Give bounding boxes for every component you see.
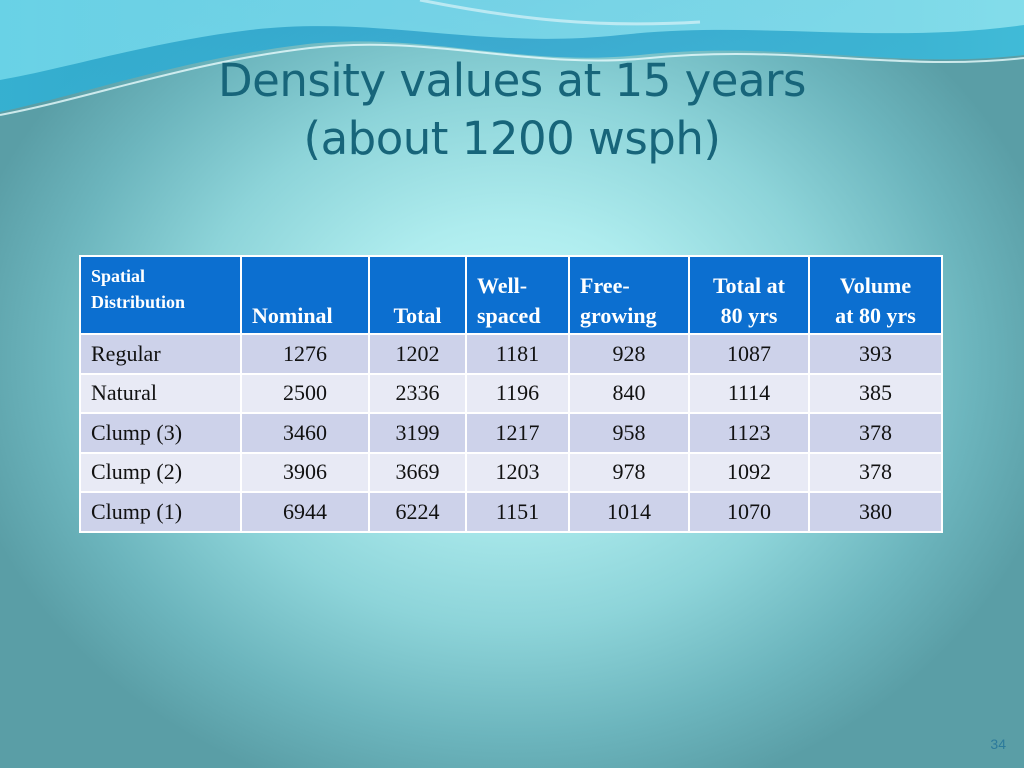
cell-total: 6224	[368, 491, 467, 533]
header-total-at-80: Total at 80 yrs	[688, 255, 810, 335]
cell-total-at-80: 1087	[688, 333, 810, 375]
header-total: Total	[368, 255, 467, 335]
title-line-2: (about 1200 wsph)	[303, 112, 721, 165]
cell-well-spaced: 1151	[465, 491, 570, 533]
table-row: Regular 1276 1202 1181 928 1087 393	[79, 333, 943, 375]
cell-free-growing: 958	[568, 412, 690, 454]
cell-nominal: 3460	[240, 412, 370, 454]
cell-total: 2336	[368, 372, 467, 414]
cell-free-growing: 1014	[568, 491, 690, 533]
cell-distribution: Clump (1)	[79, 491, 242, 533]
cell-nominal: 2500	[240, 372, 370, 414]
cell-free-growing: 840	[568, 372, 690, 414]
cell-well-spaced: 1181	[465, 333, 570, 375]
cell-total: 3199	[368, 412, 467, 454]
table-row: Clump (2) 3906 3669 1203 978 1092 378	[79, 451, 943, 493]
cell-distribution: Clump (2)	[79, 451, 242, 493]
header-nominal: Nominal	[240, 255, 370, 335]
cell-free-growing: 978	[568, 451, 690, 493]
cell-nominal: 6944	[240, 491, 370, 533]
cell-total-at-80: 1092	[688, 451, 810, 493]
cell-total-at-80: 1123	[688, 412, 810, 454]
density-table: Spatial Distribution Nominal Total Well-s…	[79, 255, 943, 533]
cell-free-growing: 928	[568, 333, 690, 375]
cell-volume-at-80: 393	[808, 333, 943, 375]
table-row: Clump (3) 3460 3199 1217 958 1123 378	[79, 412, 943, 454]
header-spatial-distribution: Spatial Distribution	[79, 255, 242, 335]
title-line-1: Density values at 15 years	[218, 54, 806, 107]
cell-nominal: 3906	[240, 451, 370, 493]
table-row: Natural 2500 2336 1196 840 1114 385	[79, 372, 943, 414]
cell-total: 3669	[368, 451, 467, 493]
cell-distribution: Regular	[79, 333, 242, 375]
cell-distribution: Natural	[79, 372, 242, 414]
cell-well-spaced: 1196	[465, 372, 570, 414]
cell-nominal: 1276	[240, 333, 370, 375]
cell-volume-at-80: 385	[808, 372, 943, 414]
header-free-growing: Free-growing	[568, 255, 690, 335]
cell-well-spaced: 1217	[465, 412, 570, 454]
cell-total: 1202	[368, 333, 467, 375]
table-header-row: Spatial Distribution Nominal Total Well-s…	[79, 255, 943, 335]
cell-volume-at-80: 380	[808, 491, 943, 533]
decorative-wave	[0, 0, 1024, 116]
cell-volume-at-80: 378	[808, 412, 943, 454]
cell-volume-at-80: 378	[808, 451, 943, 493]
cell-total-at-80: 1114	[688, 372, 810, 414]
page-number: 34	[990, 736, 1006, 752]
table-row: Clump (1) 6944 6224 1151 1014 1070 380	[79, 491, 943, 533]
header-well-spaced: Well-spaced	[465, 255, 570, 335]
cell-distribution: Clump (3)	[79, 412, 242, 454]
cell-well-spaced: 1203	[465, 451, 570, 493]
cell-total-at-80: 1070	[688, 491, 810, 533]
header-volume-at-80: Volume at 80 yrs	[808, 255, 943, 335]
slide-title: Density values at 15 years (about 1200 w…	[0, 52, 1024, 168]
